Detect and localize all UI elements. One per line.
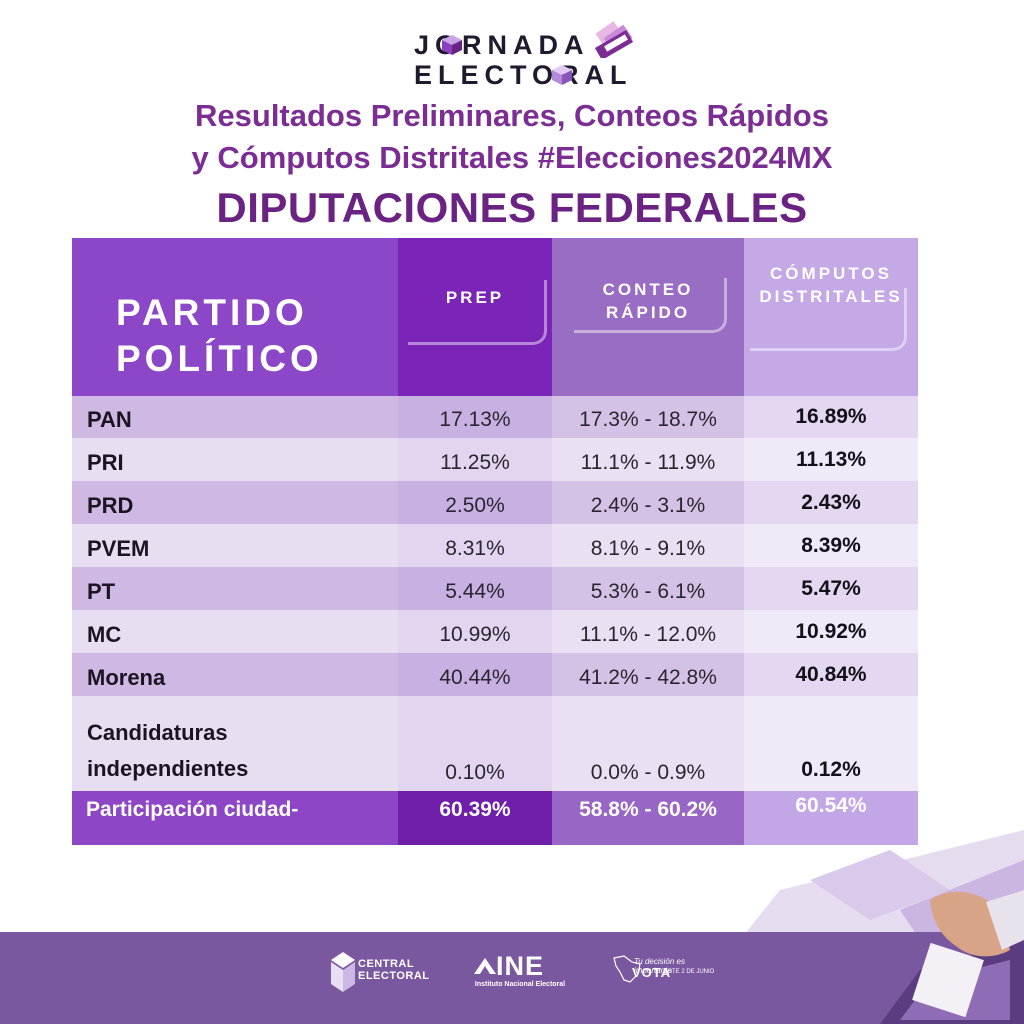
party-name: Candidaturas independientes	[87, 715, 248, 787]
header-conteo-line-2: RÁPIDO	[605, 303, 691, 322]
central-electoral-logo: CENTRAL ELECTORAL	[330, 950, 429, 994]
party-name-line-1: Candidaturas	[87, 720, 228, 745]
party-name: PRD	[87, 493, 134, 518]
header-prep-label: PREP	[445, 288, 505, 307]
cube-icon	[552, 65, 572, 85]
ine-subtext: Instituto Nacional Electoral	[474, 981, 566, 988]
table-row: MC 10.99% 11.1% - 12.0% 10.92%	[72, 610, 918, 653]
vota-logo: Tu decisión es importante VOTA ESTE 2 DE…	[612, 950, 722, 994]
central-electoral-text: CENTRAL ELECTORAL	[358, 958, 430, 982]
table-row: PAN 17.13% 17.3% - 18.7% 16.89%	[72, 396, 918, 438]
party-name-line-2: independientes	[87, 756, 249, 781]
participation-computos: 60.54%	[795, 794, 867, 817]
party-name: PT	[87, 579, 116, 604]
subtitle-line-2: y Cómputos Distritales #Elecciones2024MX	[191, 140, 833, 175]
prep-value: 8.31%	[445, 537, 505, 560]
party-name: MC	[87, 622, 122, 647]
conteo-value: 0.0% - 0.9%	[590, 761, 706, 784]
prep-value: 5.44%	[445, 580, 505, 603]
conteo-value: 5.3% - 6.1%	[590, 580, 706, 603]
computos-value: 0.12%	[801, 758, 861, 781]
conteo-value: 11.1% - 11.9%	[580, 451, 716, 474]
results-table: PARTIDO POLÍTICO PREP CONTEO RÁPIDO CÓMP…	[72, 238, 918, 845]
central-line-2: ELECTORAL	[358, 970, 430, 982]
party-name: PAN	[87, 407, 132, 432]
computos-value: 5.47%	[801, 577, 861, 600]
computos-value: 40.84%	[795, 663, 867, 686]
ine-logo: INE Instituto Nacional Electoral	[470, 950, 570, 994]
table-row: Morena 40.44% 41.2% - 42.8% 40.84%	[72, 653, 918, 696]
header-conteo: CONTEO RÁPIDO	[552, 238, 744, 396]
ballot-papers-icon	[594, 21, 634, 58]
prep-value: 17.13%	[439, 408, 511, 431]
prep-value: 2.50%	[445, 494, 505, 517]
participation-conteo: 58.8% - 60.2%	[579, 798, 717, 821]
participation-prep: 60.39%	[439, 798, 511, 821]
party-name: PVEM	[87, 536, 150, 561]
vota-word: VOTA	[632, 965, 672, 980]
party-name: Morena	[87, 665, 166, 690]
ine-text: INE	[496, 951, 545, 981]
table-row: Candidaturas independientes 0.10% 0.0% -…	[72, 696, 918, 791]
central-electoral-icon	[331, 952, 355, 992]
page-title: DIPUTACIONES FEDERALES	[216, 184, 808, 231]
conteo-value: 11.1% - 12.0%	[579, 623, 717, 646]
jornada-electoral-logo: JORNADA ELECTORAL	[410, 21, 640, 90]
header-computos-label: CÓMPUTOS DISTRITALES	[744, 262, 918, 308]
header-decor-hook	[750, 288, 907, 351]
conteo-value: 8.1% - 9.1%	[590, 537, 706, 560]
header-decor-hook	[574, 278, 727, 333]
vota-date: ESTE 2 DE JUNIO	[664, 969, 715, 975]
conteo-value: 2.4% - 3.1%	[590, 494, 706, 517]
header-party-line-2: POLÍTICO	[116, 338, 323, 379]
logo-line-2: ELECTORAL	[414, 60, 633, 90]
header-computos-line-1: CÓMPUTOS	[770, 264, 892, 283]
table-row: PVEM 8.31% 8.1% - 9.1% 8.39%	[72, 524, 918, 567]
computos-value: 2.43%	[801, 491, 861, 514]
vota-tagline: Tu decisión es importante	[634, 957, 685, 975]
header-decor-hook	[408, 280, 547, 345]
header-conteo-label: CONTEO RÁPIDO	[552, 278, 744, 324]
central-line-1: CENTRAL	[358, 958, 415, 970]
prep-value: 0.10%	[445, 761, 505, 784]
participation-label: Participación ciudad-	[86, 798, 299, 821]
cube-icon	[442, 35, 462, 55]
computos-value: 8.39%	[801, 534, 861, 557]
ballot-box-illustration	[880, 890, 1024, 1024]
party-name: PRI	[87, 450, 124, 475]
prep-value: 10.99%	[439, 623, 511, 646]
header-computos: CÓMPUTOS DISTRITALES	[744, 238, 918, 396]
prep-value: 40.44%	[439, 666, 511, 689]
computos-value: 10.92%	[795, 620, 867, 643]
header-conteo-line-1: CONTEO	[602, 280, 694, 299]
prep-value: 11.25%	[440, 451, 510, 474]
header-party-label: PARTIDO POLÍTICO	[116, 290, 323, 382]
header-computos-line-2: DISTRITALES	[759, 287, 903, 306]
computos-value: 16.89%	[795, 405, 867, 428]
footer-band	[0, 932, 1024, 1024]
table-row: PRD 2.50% 2.4% - 3.1% 2.43%	[72, 481, 918, 524]
table-row: PRI 11.25% 11.1% - 11.9% 11.13%	[72, 438, 918, 481]
table-row: PT 5.44% 5.3% - 6.1% 5.47%	[72, 567, 918, 610]
conteo-value: 41.2% - 42.8%	[579, 666, 717, 689]
participation-row: Participación ciudad- 60.39% 58.8% - 60.…	[72, 791, 918, 845]
header-party: PARTIDO POLÍTICO	[72, 238, 398, 396]
conteo-value: 17.3% - 18.7%	[579, 408, 717, 431]
ine-mark-icon	[474, 958, 496, 974]
computos-value: 11.13%	[795, 448, 867, 471]
header-party-line-1: PARTIDO	[116, 292, 308, 333]
mexico-map-icon	[613, 955, 641, 983]
subtitle-line-1: Resultados Preliminares, Conteos Rápidos	[195, 98, 829, 133]
header-prep: PREP	[398, 238, 552, 396]
